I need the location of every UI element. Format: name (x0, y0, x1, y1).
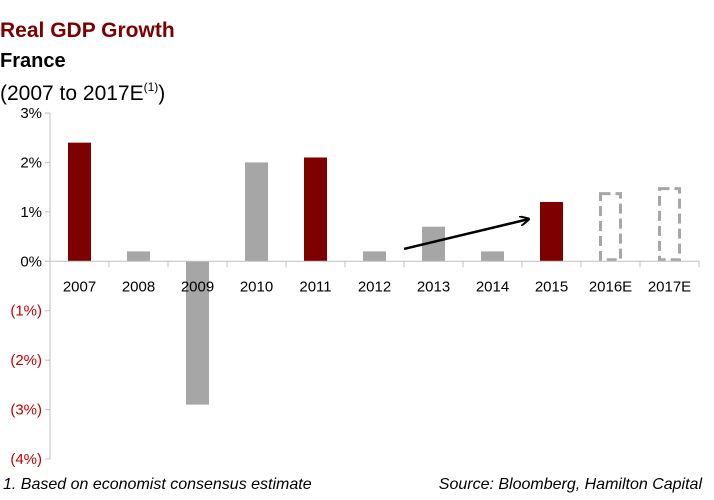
chart-subtitle: France (0, 50, 66, 72)
footnote-marker: (1) (143, 80, 159, 94)
bar-2014 (481, 251, 504, 262)
date-range-text: (2007 to 2017E (0, 82, 144, 105)
bar-2012 (363, 251, 386, 262)
y-tick-label: (1%) (10, 303, 42, 320)
trend-arrow (403, 219, 528, 251)
y-tick-label: (2%) (10, 352, 42, 369)
bar-2010 (245, 162, 268, 262)
x-tick-label: 2017E (648, 278, 691, 295)
y-tick-label: 2% (20, 154, 42, 171)
y-tick-label: (4%) (10, 451, 42, 468)
x-tick-label: 2012 (358, 278, 391, 295)
bar-2007 (68, 142, 91, 262)
footnote: 1. Based on economist consensus estimate (3, 476, 312, 493)
date-range-close: ) (158, 82, 166, 105)
bar-estimate-2016E (599, 192, 622, 262)
bar-estimate-2017E (658, 187, 681, 262)
bar-2009 (186, 261, 209, 405)
x-tick-label: 2014 (476, 278, 509, 295)
bar-2015 (540, 201, 563, 262)
bar-2011 (304, 157, 327, 262)
source-note: Source: Bloomberg, Hamilton Capital (438, 476, 702, 493)
y-tick-label: 3% (20, 105, 42, 122)
x-tick-label: 2009 (181, 278, 214, 295)
x-tick-label: 2016E (589, 278, 632, 295)
y-tick-label: (3%) (10, 402, 42, 419)
bar-2013 (422, 226, 445, 262)
x-tick-label: 2015 (535, 278, 568, 295)
y-tick-label: 1% (20, 204, 42, 221)
x-tick-label: 2011 (299, 278, 331, 295)
chart-date-range: (2007 to 2017E(1)) (0, 80, 714, 106)
x-tick-label: 2010 (240, 278, 273, 295)
chart-title: Real GDP Growth (0, 19, 175, 42)
bar-2008 (127, 251, 150, 262)
y-tick-label: 0% (20, 253, 42, 270)
x-tick-label: 2008 (122, 278, 155, 295)
x-tick-label: 2013 (417, 278, 450, 295)
x-tick-label: 2007 (63, 278, 96, 295)
